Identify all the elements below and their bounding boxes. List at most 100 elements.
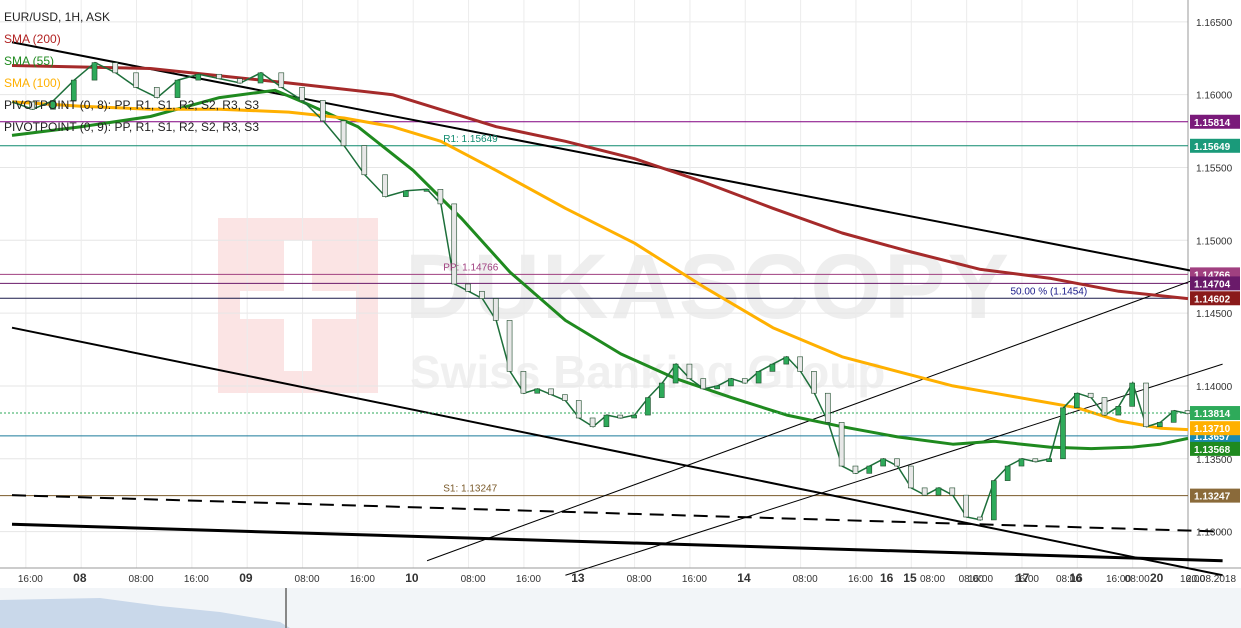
candle [382, 174, 388, 197]
x-tick-label: 08:00 [793, 574, 818, 585]
candle [29, 101, 36, 110]
trend-line [11, 522, 1223, 563]
x-tick-label: 16:00 [968, 574, 993, 585]
x-tick-label: 14 [737, 571, 751, 585]
candle [907, 465, 914, 489]
x-tick-label: 16:00 [1180, 574, 1205, 585]
candle [492, 298, 499, 321]
watermark-subtext: Swiss Banking Group [410, 346, 885, 398]
legend-sma200[interactable]: SMA (200) [4, 32, 61, 46]
candle [811, 371, 817, 394]
candle [465, 283, 471, 292]
x-tick-label: 08 [73, 571, 87, 585]
candle [728, 378, 734, 387]
candle [506, 320, 513, 372]
candle [278, 72, 285, 88]
candle [1004, 465, 1011, 481]
candle [852, 465, 859, 474]
trend-line [11, 326, 1223, 577]
legend-sma55[interactable]: SMA (55) [4, 54, 55, 68]
candle [783, 356, 790, 365]
candle [672, 363, 679, 384]
candle [963, 494, 969, 518]
candle [174, 79, 181, 98]
price-badge-label: 1.13710 [1194, 424, 1231, 435]
candle [1074, 392, 1080, 409]
x-tick-label: 08:00 [461, 574, 486, 585]
x-tick-label: 10 [405, 571, 419, 585]
x-tick-label: 16 [1069, 571, 1083, 585]
candle [319, 100, 326, 122]
candle [479, 290, 485, 299]
x-tick-label: 16:00 [682, 574, 707, 585]
x-tick-label: 17 [1016, 571, 1030, 585]
candle [299, 87, 305, 101]
candle [617, 414, 624, 419]
level-annotation: PP: 1.14766 [443, 262, 498, 273]
candle [1018, 458, 1025, 467]
price-badge-label: 1.14766 [1194, 270, 1231, 281]
candle [1060, 407, 1066, 460]
x-tick-label: 16:00 [848, 574, 873, 585]
level-annotation: S1: 1.13247 [443, 484, 497, 495]
y-tick-label: 1.16500 [1196, 18, 1233, 29]
price-badge [1190, 138, 1240, 153]
watermark-text: DUKASCOPY [405, 236, 1011, 338]
candle [195, 73, 202, 81]
x-tick-label: 08:00 [920, 574, 945, 585]
candle [824, 392, 831, 423]
x-tick-label: 16:00 [350, 574, 375, 585]
y-tick-label: 1.15500 [1196, 163, 1233, 174]
x-tick-label: 09 [239, 571, 253, 585]
price-badge [1190, 114, 1240, 129]
candle [423, 189, 430, 192]
trend-line [565, 363, 1223, 576]
candle [866, 465, 873, 474]
x-tick-label: 08:00 [129, 574, 154, 585]
candle [1087, 392, 1094, 398]
candle [1046, 458, 1052, 462]
level-annotation: R1: 1.15649 [443, 134, 498, 145]
series-line [11, 100, 1189, 432]
candle [451, 203, 458, 285]
candle [50, 100, 56, 110]
legend-pivot-9[interactable]: PIVOTPOINT (0, 9): PP, R1, S1, R2, S2, R… [4, 120, 259, 134]
candle [216, 73, 222, 79]
price-badge [1190, 291, 1240, 306]
price-badge [1190, 488, 1240, 503]
candle [575, 400, 582, 419]
price-badge-label: 1.13247 [1194, 492, 1231, 503]
candle [741, 378, 748, 384]
candle [403, 190, 409, 197]
y-tick-label: 1.13000 [1196, 528, 1233, 539]
candle [686, 363, 693, 379]
candle [361, 145, 368, 176]
price-badge-label: 1.13657 [1194, 432, 1231, 443]
x-tick-label: 20 [1150, 571, 1164, 585]
candle [437, 189, 444, 205]
level-annotation: 50.00 % (1.1454) [1010, 286, 1087, 297]
y-tick-label: 1.14500 [1196, 309, 1233, 320]
candle [153, 87, 160, 98]
candle [1115, 406, 1122, 416]
legend-sma100[interactable]: SMA (100) [4, 76, 61, 90]
legend-pivot-8[interactable]: PIVOTPOINT (0, 8): PP, R1, S1, R2, S2, R… [4, 98, 259, 112]
candle [991, 480, 997, 521]
candle [1101, 397, 1108, 416]
candle [949, 487, 956, 496]
y-tick-label: 1.13500 [1196, 455, 1233, 466]
price-badge [1190, 441, 1240, 456]
candle [894, 458, 900, 467]
x-tick-label: 16:00 [184, 574, 209, 585]
price-badge-label: 1.15649 [1194, 142, 1231, 153]
candle [257, 72, 264, 84]
series-line [11, 64, 1189, 301]
x-tick-label: 15 [903, 571, 917, 585]
x-tick-label: 13 [571, 571, 585, 585]
candle [589, 417, 596, 428]
candle [755, 371, 762, 384]
y-tick-label: 1.15000 [1196, 236, 1233, 247]
x-tick-label: 08:00 [1056, 574, 1081, 585]
